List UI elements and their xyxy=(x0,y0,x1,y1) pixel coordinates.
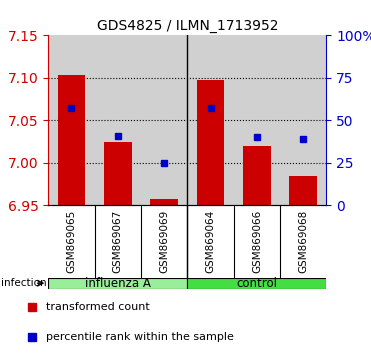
Title: GDS4825 / ILMN_1713952: GDS4825 / ILMN_1713952 xyxy=(96,19,278,33)
Bar xyxy=(289,176,317,205)
Bar xyxy=(197,80,224,205)
Text: GSM869068: GSM869068 xyxy=(298,210,308,273)
Text: GSM869069: GSM869069 xyxy=(159,210,169,273)
Text: GSM869066: GSM869066 xyxy=(252,210,262,273)
Bar xyxy=(104,142,132,205)
FancyBboxPatch shape xyxy=(48,278,187,289)
Bar xyxy=(243,146,271,205)
Text: percentile rank within the sample: percentile rank within the sample xyxy=(46,332,234,342)
Text: control: control xyxy=(236,277,278,290)
Bar xyxy=(150,199,178,205)
Text: GSM869067: GSM869067 xyxy=(113,210,123,273)
Bar xyxy=(58,75,85,205)
Text: transformed count: transformed count xyxy=(46,302,150,312)
Text: GSM869064: GSM869064 xyxy=(206,210,216,273)
Text: infection: infection xyxy=(1,278,47,288)
Text: influenza A: influenza A xyxy=(85,277,151,290)
Text: GSM869065: GSM869065 xyxy=(66,210,76,273)
FancyBboxPatch shape xyxy=(187,278,326,289)
